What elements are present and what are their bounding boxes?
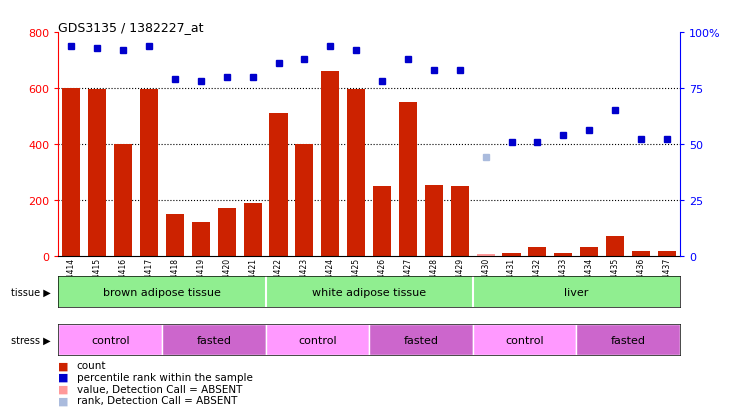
- Text: ■: ■: [58, 361, 69, 370]
- Bar: [243, 203, 262, 256]
- Bar: [88, 90, 107, 256]
- Bar: [580, 248, 598, 256]
- Bar: [166, 215, 184, 256]
- Text: brown adipose tissue: brown adipose tissue: [103, 287, 221, 297]
- Text: value, Detection Call = ABSENT: value, Detection Call = ABSENT: [77, 384, 242, 394]
- Bar: [529, 248, 547, 256]
- Text: ■: ■: [58, 395, 69, 405]
- Text: fasted: fasted: [610, 335, 645, 345]
- Text: ■: ■: [58, 384, 69, 394]
- Bar: [218, 209, 236, 256]
- Text: stress ▶: stress ▶: [11, 335, 50, 345]
- Bar: [502, 253, 520, 256]
- Bar: [265, 324, 369, 355]
- Text: fasted: fasted: [197, 335, 231, 345]
- Bar: [425, 185, 443, 256]
- Bar: [373, 187, 391, 256]
- Text: tissue ▶: tissue ▶: [11, 287, 50, 297]
- Text: percentile rank within the sample: percentile rank within the sample: [77, 372, 253, 382]
- Text: liver: liver: [564, 287, 588, 297]
- Text: count: count: [77, 361, 106, 370]
- Text: GDS3135 / 1382227_at: GDS3135 / 1382227_at: [58, 21, 204, 33]
- Bar: [270, 114, 287, 256]
- Bar: [399, 103, 417, 256]
- Bar: [58, 324, 162, 355]
- Text: ■: ■: [58, 372, 69, 382]
- Bar: [451, 187, 469, 256]
- Text: control: control: [298, 335, 337, 345]
- Bar: [606, 237, 624, 256]
- Bar: [321, 72, 339, 256]
- Bar: [473, 324, 576, 355]
- Bar: [162, 324, 265, 355]
- Bar: [658, 252, 676, 256]
- Bar: [347, 90, 366, 256]
- Bar: [62, 89, 80, 256]
- Text: white adipose tissue: white adipose tissue: [312, 287, 426, 297]
- Text: rank, Detection Call = ABSENT: rank, Detection Call = ABSENT: [77, 395, 237, 405]
- Bar: [576, 324, 680, 355]
- Bar: [554, 253, 572, 256]
- Bar: [295, 145, 314, 256]
- Bar: [114, 145, 132, 256]
- Bar: [477, 255, 495, 256]
- Bar: [192, 223, 210, 256]
- Bar: [632, 252, 650, 256]
- Bar: [140, 90, 158, 256]
- Text: control: control: [505, 335, 544, 345]
- Bar: [369, 324, 473, 355]
- Text: control: control: [91, 335, 129, 345]
- Text: fasted: fasted: [404, 335, 439, 345]
